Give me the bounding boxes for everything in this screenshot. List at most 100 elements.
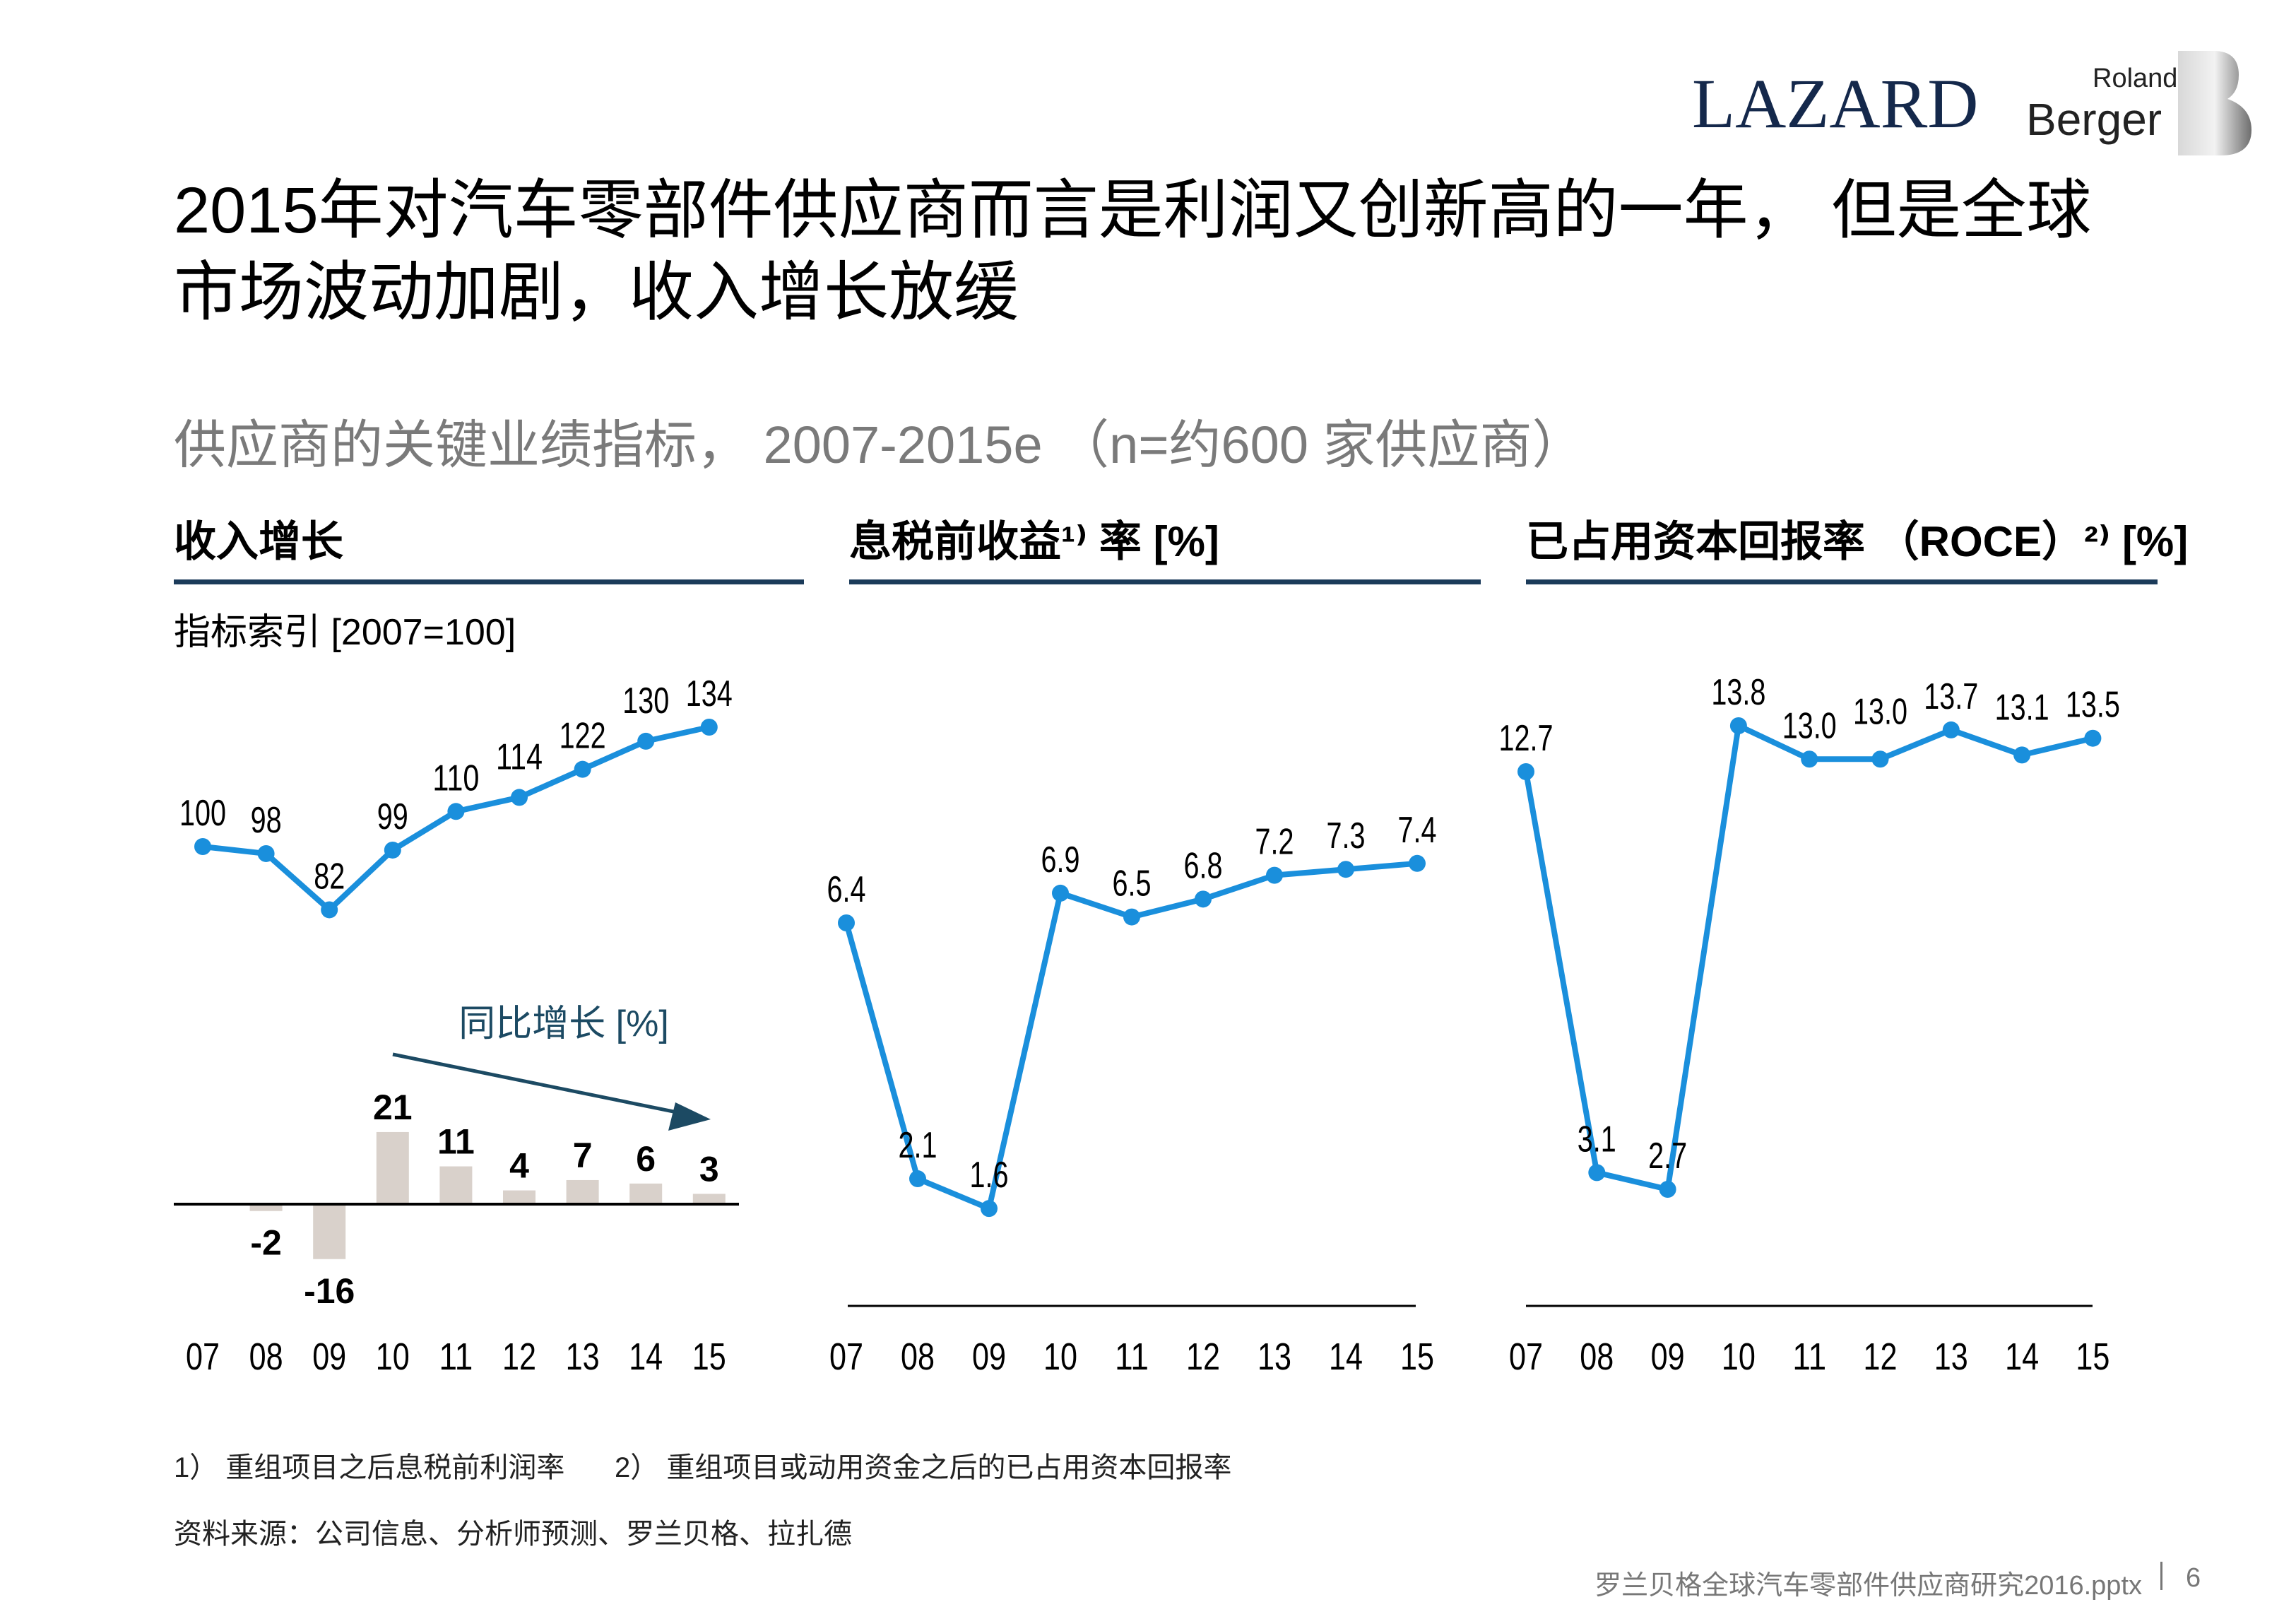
data-point [1659, 1181, 1676, 1198]
roland-berger-b-mark-icon [2178, 51, 2251, 155]
x-tick-label: 10 [1722, 1336, 1756, 1378]
bar-label: 7 [573, 1136, 593, 1175]
data-point [838, 914, 855, 931]
section-heading-ebit: 息税前收益¹⁾ 率 [%] [849, 518, 1219, 565]
data-label: 110 [432, 758, 479, 799]
section-divider [1526, 579, 2158, 584]
data-point [1517, 763, 1534, 780]
x-tick-label: 08 [901, 1336, 935, 1378]
page-title: 2015年对汽车零部件供应商而言是利润又创新高的一年， 但是全球 市场波动加剧，… [174, 170, 2223, 334]
growth-bar [439, 1166, 473, 1204]
x-tick-label: 14 [2005, 1336, 2039, 1378]
data-point [1409, 854, 1426, 872]
data-point [384, 841, 401, 859]
title-line-2: 市场波动加剧，收入增长放缓 [174, 257, 1019, 329]
growth-bar [376, 1131, 409, 1204]
data-point [321, 901, 338, 919]
footer-divider [2160, 1562, 2162, 1590]
section-divider [174, 579, 804, 584]
growth-bar [249, 1204, 283, 1211]
x-tick-label: 09 [1651, 1336, 1685, 1378]
section-heading-roce: 已占用资本回报率 （ROCE）²⁾ [%] [1526, 518, 2189, 565]
data-label: 2.7 [1648, 1136, 1687, 1177]
data-label: 13.7 [1924, 676, 1978, 717]
data-point [511, 789, 528, 806]
x-tick-label: 15 [1400, 1336, 1434, 1378]
data-label: 100 [179, 793, 226, 834]
bar-label: 3 [699, 1149, 719, 1189]
data-label: 2.1 [899, 1125, 937, 1166]
x-tick-label: 10 [1043, 1336, 1077, 1378]
data-label: 12.7 [1499, 718, 1554, 759]
x-tick-label: 07 [829, 1336, 863, 1378]
data-point [1052, 884, 1069, 902]
x-tick-label: 07 [186, 1336, 220, 1378]
data-point [2084, 729, 2102, 747]
data-label: 6.5 [1113, 864, 1152, 905]
x-tick-label: 09 [972, 1336, 1006, 1378]
bar-label: 4 [509, 1146, 529, 1186]
roland-berger-logo-roland: Roland [2093, 64, 2178, 93]
data-label: 6.9 [1041, 840, 1080, 880]
x-tick-label: 13 [566, 1336, 600, 1378]
data-label: 13.8 [1711, 672, 1765, 713]
data-point [447, 803, 465, 820]
lazard-logo: LAZARD [1692, 64, 1979, 143]
data-point [1123, 908, 1140, 926]
x-tick-label: 13 [1934, 1336, 1968, 1378]
x-tick-label: 14 [629, 1336, 663, 1378]
title-line-1: 2015年对汽车零部件供应商而言是利润又创新高的一年， 但是全球 [174, 175, 2092, 247]
data-point [981, 1200, 998, 1218]
x-tick-label: 11 [1115, 1336, 1149, 1378]
data-label: 6.4 [827, 869, 866, 910]
x-tick-label: 12 [1864, 1336, 1898, 1378]
data-label: 122 [560, 716, 606, 757]
trend-arrow-line [392, 1052, 685, 1116]
x-tick-label: 07 [1509, 1336, 1543, 1378]
x-tick-label: 11 [439, 1336, 473, 1378]
page-number: 6 [2186, 1563, 2201, 1593]
data-label: 114 [496, 736, 543, 777]
bar-label: 11 [437, 1122, 475, 1162]
data-point [909, 1170, 926, 1188]
data-point [574, 760, 591, 778]
x-tick-label: 08 [1580, 1336, 1614, 1378]
footnote-1: 1） 重组项目之后息税前利润率 [174, 1452, 565, 1483]
data-label: 13.1 [1995, 687, 2049, 728]
growth-bar [313, 1204, 346, 1259]
x-tick-label: 15 [2076, 1336, 2109, 1378]
footnote-2: 2） 重组项目或动用资金之后的已占用资本回报率 [615, 1452, 1232, 1483]
roland-berger-logo-berger: Berger [2026, 94, 2162, 145]
growth-bar [503, 1190, 535, 1204]
bar-label: -2 [250, 1223, 281, 1263]
growth-bar [629, 1183, 663, 1204]
x-tick-label: 12 [1186, 1336, 1220, 1378]
data-point [194, 838, 211, 855]
index-label: 指标索引 [2007=100] [174, 612, 516, 653]
data-label: 130 [622, 681, 669, 722]
data-label: 98 [251, 800, 282, 841]
bar-chart-title: 同比增长 [%] [458, 1003, 669, 1044]
x-tick-label: 11 [1792, 1336, 1826, 1378]
x-tick-label: 13 [1258, 1336, 1291, 1378]
data-label: 6.8 [1184, 845, 1223, 886]
data-point [1588, 1164, 1606, 1182]
source-note: 资料来源：公司信息、分析师预测、罗兰贝格、拉扎德 [174, 1519, 852, 1550]
x-tick-label: 08 [249, 1336, 283, 1378]
bar-label: 6 [636, 1139, 656, 1179]
data-point [637, 732, 655, 750]
section-divider [849, 579, 1481, 584]
data-point [2013, 746, 2031, 764]
data-point [257, 844, 275, 862]
trend-arrowhead-icon [668, 1102, 711, 1131]
x-tick-label: 14 [1329, 1336, 1363, 1378]
footer-filename: 罗兰贝格全球汽车零部件供应商研究2016.pptx [1594, 1571, 2142, 1601]
data-label: 13.0 [1782, 705, 1837, 746]
data-label: 1.6 [970, 1155, 1009, 1196]
data-point [700, 719, 718, 736]
data-label: 13.5 [2066, 685, 2120, 726]
data-point [1266, 866, 1283, 884]
data-point [1801, 750, 1818, 768]
growth-bar [692, 1194, 726, 1204]
